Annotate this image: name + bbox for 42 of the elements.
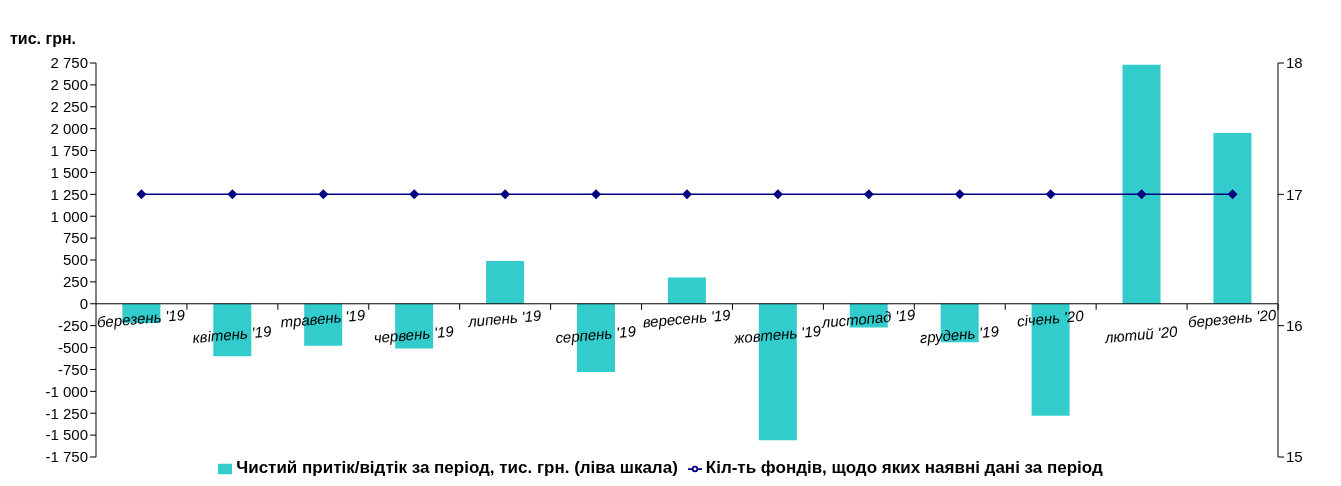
y-tick-label: 1 250 — [50, 185, 88, 203]
y-tick-label: -500 — [57, 338, 88, 356]
legend-label: Кіл-ть фондів, щодо яких наявні дані за період — [705, 458, 1103, 477]
x-tick-label: січень '20 — [1016, 306, 1085, 330]
y-tick-label: -250 — [57, 316, 88, 334]
x-tick-label: грудень '19 — [919, 322, 1001, 347]
x-tick-label: серпень '19 — [554, 322, 638, 347]
bar — [667, 277, 706, 304]
y-tick-label: 1 750 — [50, 141, 88, 159]
y2-tick-label: 15 — [1286, 448, 1303, 466]
y-tick-label: -1 750 — [45, 448, 88, 466]
y2-tick-label: 18 — [1286, 54, 1303, 72]
bar — [1213, 133, 1252, 304]
y-tick-label: 2 000 — [50, 119, 88, 137]
y-tick-label: -750 — [57, 360, 88, 378]
x-tick-label: березень '20 — [1187, 305, 1278, 331]
y-tick-label: 250 — [62, 273, 88, 291]
x-tick-label: вересень '19 — [641, 305, 732, 331]
y-tick-label: -1 500 — [45, 426, 88, 444]
bar — [1122, 64, 1161, 304]
y-tick-label: 2 750 — [50, 54, 88, 72]
x-tick-label: червень '19 — [373, 322, 456, 347]
legend-label: Чистий притік/відтік за період, тис. грн. (ліва шкала) — [236, 458, 678, 477]
y2-tick-label: 16 — [1286, 316, 1303, 334]
y-tick-label: 750 — [62, 229, 88, 247]
y-tick-label: 2 500 — [50, 76, 88, 94]
x-tick-label: березень '19 — [96, 305, 187, 331]
y-tick-label: 500 — [62, 251, 88, 269]
bar — [486, 260, 525, 304]
y-tick-label: -1 250 — [45, 404, 88, 422]
y2-tick-label: 17 — [1286, 185, 1303, 203]
y-tick-label: 2 250 — [50, 98, 88, 116]
x-tick-label: липень '19 — [466, 306, 543, 331]
y-axis-title: тис. грн. — [10, 30, 77, 48]
y-tick-label: -1 000 — [45, 382, 88, 400]
x-tick-label: листопад '19 — [820, 305, 917, 331]
x-tick-label: квітень '19 — [191, 322, 273, 347]
x-tick-label: травень '19 — [279, 306, 367, 331]
y-tick-label: 1 000 — [50, 207, 88, 225]
y-tick-label: 0 — [79, 295, 88, 313]
x-tick-label: лютий '20 — [1103, 322, 1179, 347]
y-tick-label: 1 500 — [50, 163, 88, 181]
